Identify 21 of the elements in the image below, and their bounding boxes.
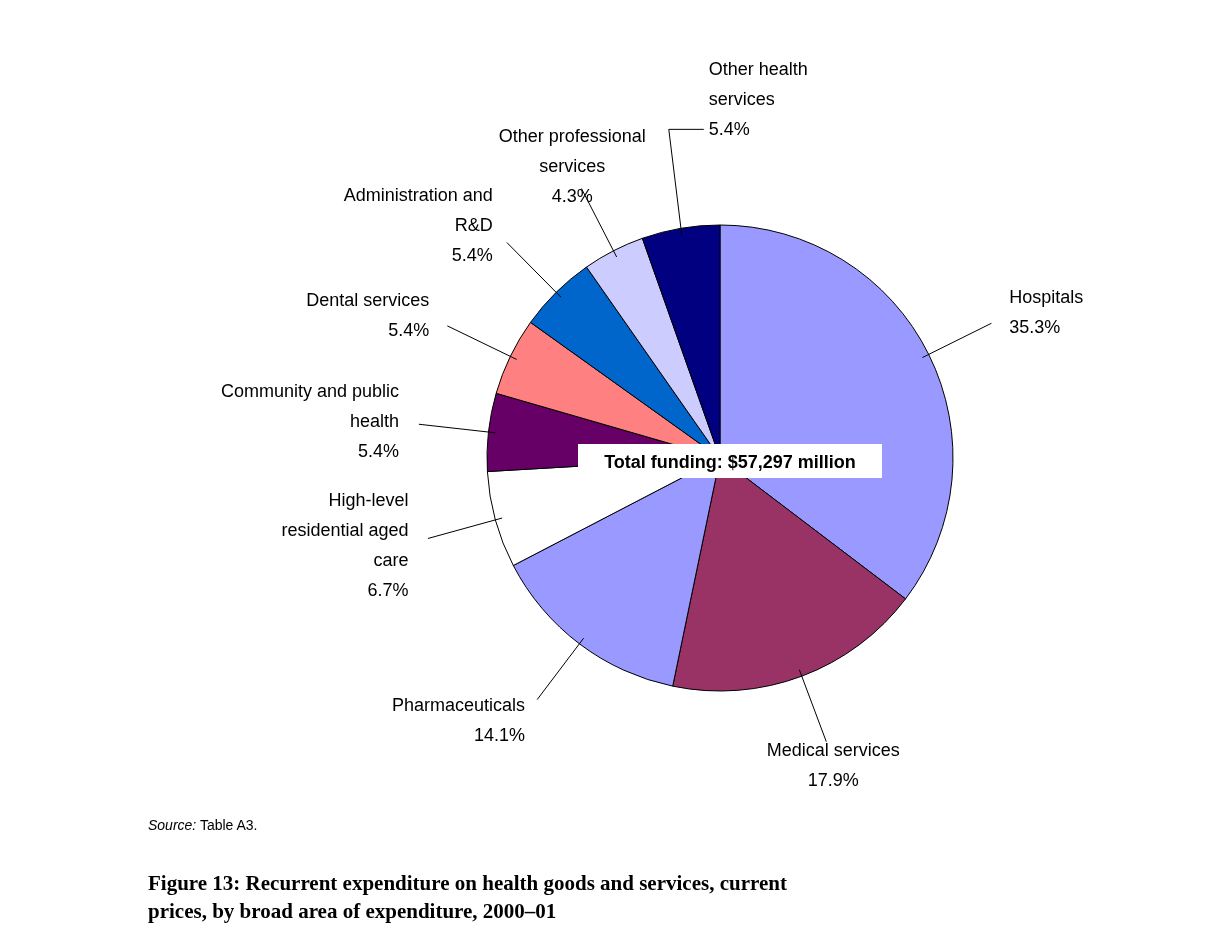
slice-label: Other health services (708, 59, 808, 110)
data-label: 5.4% (388, 319, 430, 340)
data-label: 17.9% (807, 770, 859, 791)
data-label: 6.7% (367, 580, 409, 601)
data-label: 14.1% (474, 724, 526, 745)
slice-label: High-level residential aged care (281, 490, 409, 571)
data-label: 35.3% (1009, 317, 1061, 338)
data-label: 5.4% (708, 119, 750, 140)
slice-label: Dental services (306, 289, 430, 310)
slice-label: Administration and R&D (343, 184, 493, 235)
slice-label: Pharmaceuticals (392, 694, 526, 715)
data-label: 5.4% (357, 441, 400, 462)
data-label: 5.4% (451, 244, 493, 265)
slice-label: Community and public health (220, 381, 400, 432)
text: Figure 13: Recurrent expenditure on health goods and services, current prices, by broad area of expenditure, 2000–01 (148, 871, 787, 923)
slice-label: Hospitals (1009, 287, 1084, 308)
text: Total funding: $57,297 million (604, 452, 856, 472)
slice-label: Medical services (766, 740, 900, 761)
source-note: Source: Table A3. (148, 817, 258, 833)
slice-label: Other professional services (498, 126, 646, 177)
data-label: 4.3% (551, 186, 593, 207)
